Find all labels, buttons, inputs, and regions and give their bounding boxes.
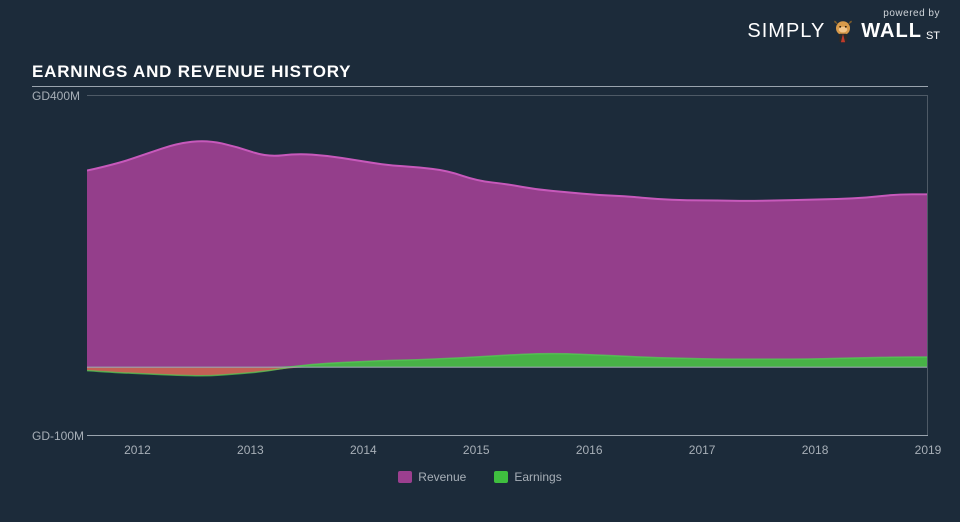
legend-swatch <box>494 471 508 483</box>
legend-swatch <box>398 471 412 483</box>
x-tick-label: 2012 <box>124 443 151 457</box>
logo-main: SIMPLY WALL ST <box>747 17 940 45</box>
y-tick-label: GD-100M <box>32 429 84 443</box>
legend-item: Earnings <box>494 470 561 484</box>
legend-label: Earnings <box>514 470 561 484</box>
x-tick-label: 2018 <box>802 443 829 457</box>
x-axis-line <box>87 435 928 436</box>
x-tick-label: 2015 <box>463 443 490 457</box>
x-tick-label: 2014 <box>350 443 377 457</box>
bull-icon <box>829 17 857 45</box>
x-tick-label: 2019 <box>915 443 942 457</box>
title-underline <box>32 86 928 87</box>
chart-title: EARNINGS AND REVENUE HISTORY <box>32 62 351 82</box>
x-tick-label: 2013 <box>237 443 264 457</box>
logo-word-wall: WALL <box>861 20 922 43</box>
revenue-area <box>87 141 927 367</box>
earnings-neg-area <box>87 367 927 376</box>
logo-word-simply: SIMPLY <box>747 20 825 43</box>
area-chart-svg <box>87 96 927 435</box>
logo-word-st: ST <box>926 30 940 42</box>
legend-item: Revenue <box>398 470 466 484</box>
plot-area <box>87 95 928 435</box>
y-tick-label: GD400M <box>32 89 80 103</box>
x-tick-label: 2016 <box>576 443 603 457</box>
brand-logo: powered by SIMPLY WALL ST <box>747 8 940 45</box>
chart-container: RevenueEarnings GD400MGD-100M20122013201… <box>32 95 928 490</box>
x-tick-label: 2017 <box>689 443 716 457</box>
legend-label: Revenue <box>418 470 466 484</box>
legend: Revenue Earnings <box>32 470 928 484</box>
